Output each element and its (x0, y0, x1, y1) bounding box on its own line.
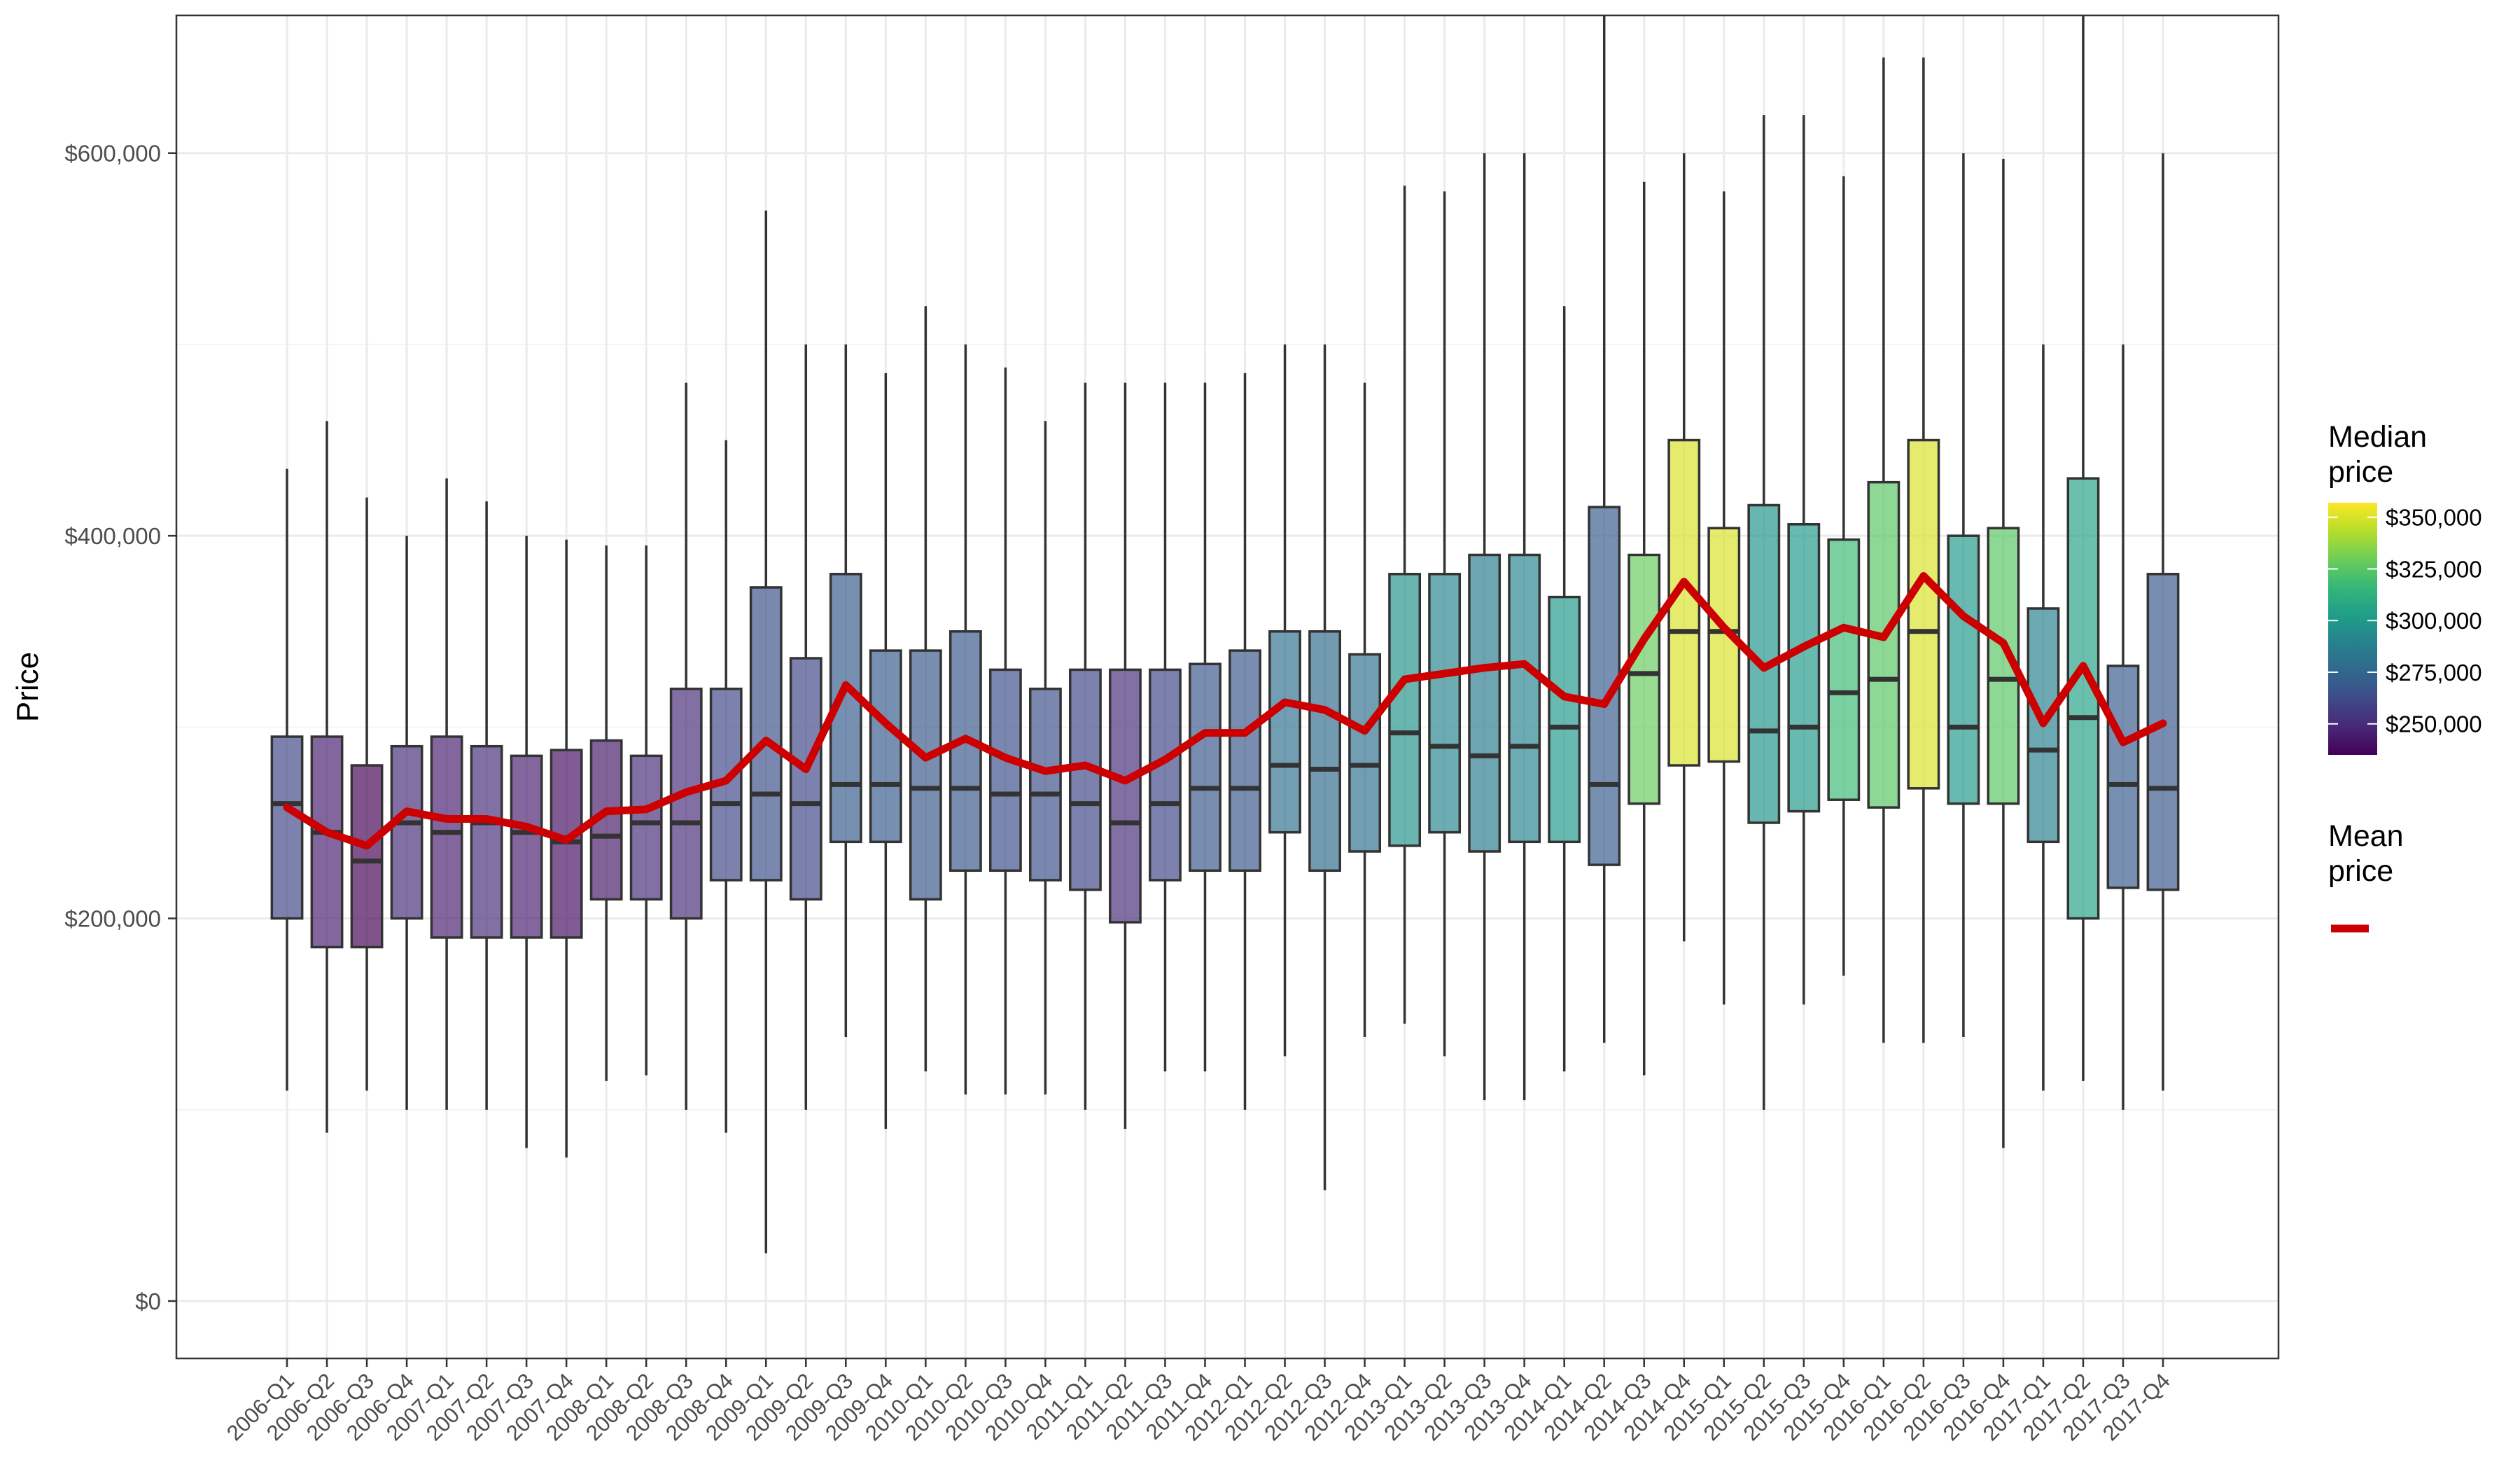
box-iqr (1428, 573, 1462, 834)
boxplot-2009-Q4 (869, 373, 902, 1129)
box-iqr (629, 754, 663, 901)
boxplot-2011-Q1 (1069, 382, 1102, 1110)
box-iqr (470, 744, 503, 939)
box-iqr (310, 735, 344, 949)
box-iqr (1468, 553, 1502, 853)
legend-fill-label: $325,000 (2386, 556, 2482, 582)
box-iqr (669, 687, 703, 920)
box-iqr (1907, 438, 1940, 790)
boxplot-2008-Q3 (669, 382, 703, 1110)
boxplot-2016-Q3 (1947, 153, 1980, 1037)
box-iqr (1947, 534, 1980, 805)
box-iqr (1867, 480, 1900, 809)
mean-line-layer (283, 572, 2167, 850)
legend-fill-label: $300,000 (2386, 608, 2482, 634)
box-iqr (749, 586, 783, 882)
legend-colorbar (2328, 503, 2377, 755)
y-axis-title: Price (10, 652, 45, 722)
boxplot-2011-Q2 (1109, 382, 1142, 1129)
boxplot-2007-Q2 (470, 501, 503, 1110)
boxplot-2017-Q2 (2066, 15, 2100, 1081)
boxplot-2008-Q2 (629, 545, 663, 1076)
boxplot-2016-Q1 (1867, 57, 1900, 1043)
legend-line-title: Mean price (2328, 819, 2404, 888)
boxplot-2006-Q1 (270, 468, 304, 1091)
boxplot-2007-Q3 (510, 536, 543, 1148)
boxplot-2017-Q4 (2146, 153, 2180, 1091)
box-iqr (1388, 573, 1422, 847)
box-iqr (1069, 668, 1102, 891)
boxplot-2012-Q4 (1348, 382, 1381, 1037)
boxplot-2014-Q3 (1628, 181, 1661, 1076)
box-iqr (948, 630, 982, 872)
box-iqr (1628, 553, 1661, 805)
box-iqr (2106, 665, 2140, 889)
box-iqr (390, 744, 424, 920)
mean-price-line (283, 572, 2167, 850)
boxplot-2015-Q3 (1787, 115, 1821, 1005)
boxplot-2015-Q4 (1827, 176, 1861, 976)
box-iqr (2066, 477, 2100, 920)
legend-fill-label: $275,000 (2386, 660, 2482, 686)
panel-border (175, 14, 2280, 1360)
box-iqr (1228, 649, 1261, 872)
boxplot-2010-Q2 (948, 344, 982, 1094)
box-iqr (350, 764, 384, 949)
box-iqr (789, 657, 822, 901)
boxplot-2013-Q4 (1508, 153, 1541, 1101)
boxplot-2010-Q1 (909, 306, 942, 1072)
boxplot-2012-Q1 (1228, 373, 1261, 1110)
box-iqr (270, 735, 304, 920)
y-axis: $0 $200,000 $400,000 $600,000 (64, 141, 176, 1314)
boxplot-2012-Q3 (1308, 344, 1341, 1190)
box-iqr (988, 668, 1022, 872)
boxplot-2011-Q3 (1149, 382, 1182, 1072)
boxplot-2013-Q2 (1428, 191, 1462, 1057)
boxplot-2011-Q4 (1189, 382, 1222, 1072)
boxplot-2013-Q1 (1388, 186, 1422, 1024)
boxplot-2012-Q2 (1268, 344, 1301, 1057)
boxplot-2009-Q1 (749, 210, 783, 1253)
box-iqr (1308, 630, 1341, 872)
boxplot-2006-Q4 (390, 536, 424, 1110)
boxplot-2006-Q3 (350, 497, 384, 1091)
box-iqr (869, 649, 902, 844)
boxplot-2010-Q4 (1028, 421, 1062, 1094)
box-iqr (1028, 687, 1062, 882)
box-iqr (1268, 630, 1301, 834)
boxplot-2017-Q3 (2106, 344, 2140, 1110)
box-iqr (1508, 553, 1541, 844)
boxplot-2014-Q1 (1548, 306, 1581, 1072)
boxplot-2013-Q3 (1468, 153, 1502, 1101)
y-tick-label: $200,000 (64, 906, 161, 932)
y-tick-label: $0 (135, 1288, 161, 1314)
y-tick-label: $400,000 (64, 523, 161, 549)
y-tick-label: $600,000 (64, 141, 161, 167)
boxplot-2006-Q2 (310, 421, 344, 1133)
box-iqr (1149, 668, 1182, 882)
box-iqr (1189, 662, 1222, 872)
box-iqr (1348, 653, 1381, 853)
box-iqr (1827, 538, 1861, 801)
legend-fill-label: $350,000 (2386, 505, 2482, 531)
box-iqr (510, 754, 543, 939)
box-iqr (1707, 527, 1741, 763)
legend: Median price $250,000 $275,000 $300,000 $325,… (2328, 420, 2482, 933)
boxplot-2009-Q2 (789, 344, 822, 1110)
boxplot-2010-Q3 (988, 367, 1022, 1094)
boxplot-2015-Q1 (1707, 191, 1741, 1005)
legend-fill-title: Median price (2328, 420, 2427, 489)
box-iqr (1787, 523, 1821, 813)
box-iqr (1109, 668, 1142, 924)
box-iqr (430, 735, 463, 939)
box-iqr (909, 649, 942, 901)
boxplot-2007-Q1 (430, 478, 463, 1110)
boxplot-2016-Q2 (1907, 57, 1940, 1043)
box-iqr (1548, 595, 1581, 844)
legend-fill-label: $250,000 (2386, 711, 2482, 737)
